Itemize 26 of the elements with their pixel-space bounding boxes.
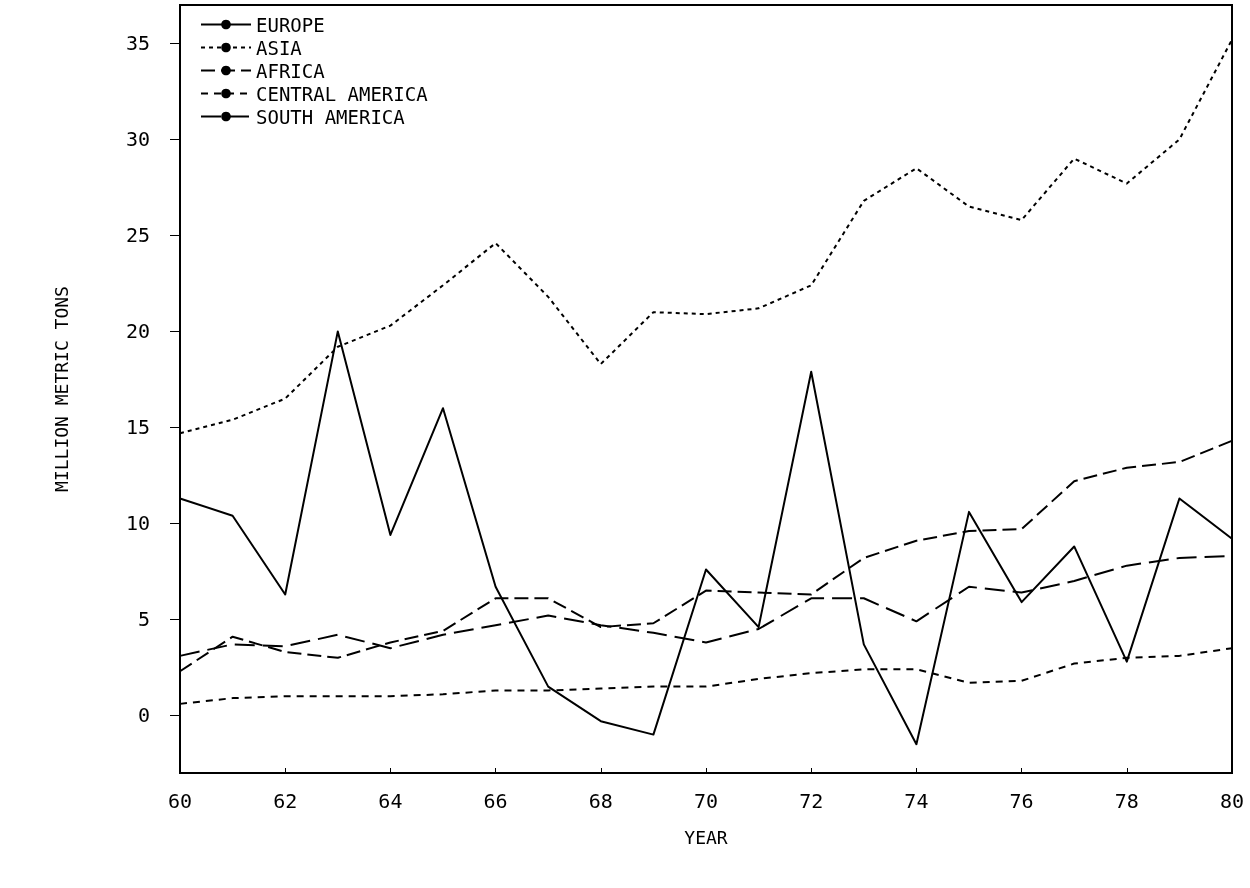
x-tick-label: 74 xyxy=(904,789,929,813)
x-tick-label: 66 xyxy=(483,789,508,813)
x-tick-label: 72 xyxy=(799,789,824,813)
x-tick-label: 64 xyxy=(378,789,403,813)
y-tick-label: 0 xyxy=(137,703,150,728)
legend-label: AFRICA xyxy=(256,59,326,82)
x-tick-label: 60 xyxy=(167,789,193,813)
legend-label: CENTRAL AMERICA xyxy=(256,82,429,105)
y-tick-label: 10 xyxy=(125,511,150,536)
x-tick-label: 68 xyxy=(588,789,613,813)
x-tick-label: 80 xyxy=(1219,789,1245,813)
y-tick-label: 5 xyxy=(137,607,150,632)
y-axis-title: MILLION METRIC TONS xyxy=(50,286,72,492)
legend-label: ASIA xyxy=(256,36,303,59)
y-tick-label: 20 xyxy=(125,319,150,344)
y-tick-label: 25 xyxy=(125,223,150,248)
y-tick-label: 35 xyxy=(125,31,150,56)
y-tick-label: 15 xyxy=(125,415,150,440)
x-tick-label: 78 xyxy=(1114,789,1139,813)
x-tick-label: 62 xyxy=(273,789,298,813)
x-tick-label: 76 xyxy=(1009,789,1034,813)
x-axis-title: YEAR xyxy=(684,826,728,848)
legend-label: EUROPE xyxy=(256,13,325,36)
legend-label: SOUTH AMERICA xyxy=(256,105,406,128)
x-tick-label: 70 xyxy=(693,789,719,813)
y-tick-label: 30 xyxy=(125,127,150,152)
